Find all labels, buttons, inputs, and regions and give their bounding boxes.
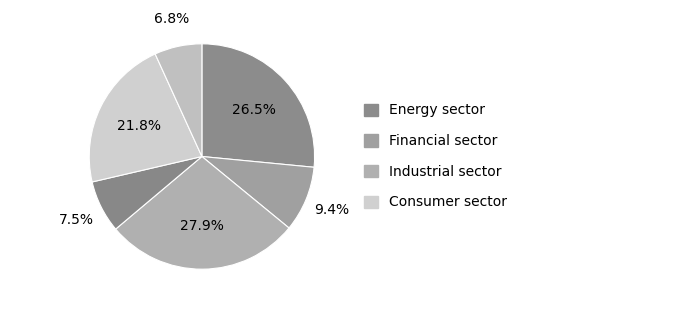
Wedge shape bbox=[155, 44, 202, 156]
Text: 6.8%: 6.8% bbox=[154, 12, 190, 26]
Wedge shape bbox=[202, 156, 314, 228]
Legend: Energy sector, Financial sector, Industrial sector, Consumer sector: Energy sector, Financial sector, Industr… bbox=[364, 104, 507, 209]
Wedge shape bbox=[202, 44, 314, 167]
Text: 26.5%: 26.5% bbox=[232, 103, 275, 116]
Text: 27.9%: 27.9% bbox=[180, 219, 224, 233]
Wedge shape bbox=[116, 156, 289, 269]
Text: 9.4%: 9.4% bbox=[314, 203, 350, 217]
Wedge shape bbox=[92, 156, 202, 229]
Text: 7.5%: 7.5% bbox=[59, 213, 94, 227]
Text: 21.8%: 21.8% bbox=[117, 119, 162, 133]
Wedge shape bbox=[90, 54, 202, 182]
